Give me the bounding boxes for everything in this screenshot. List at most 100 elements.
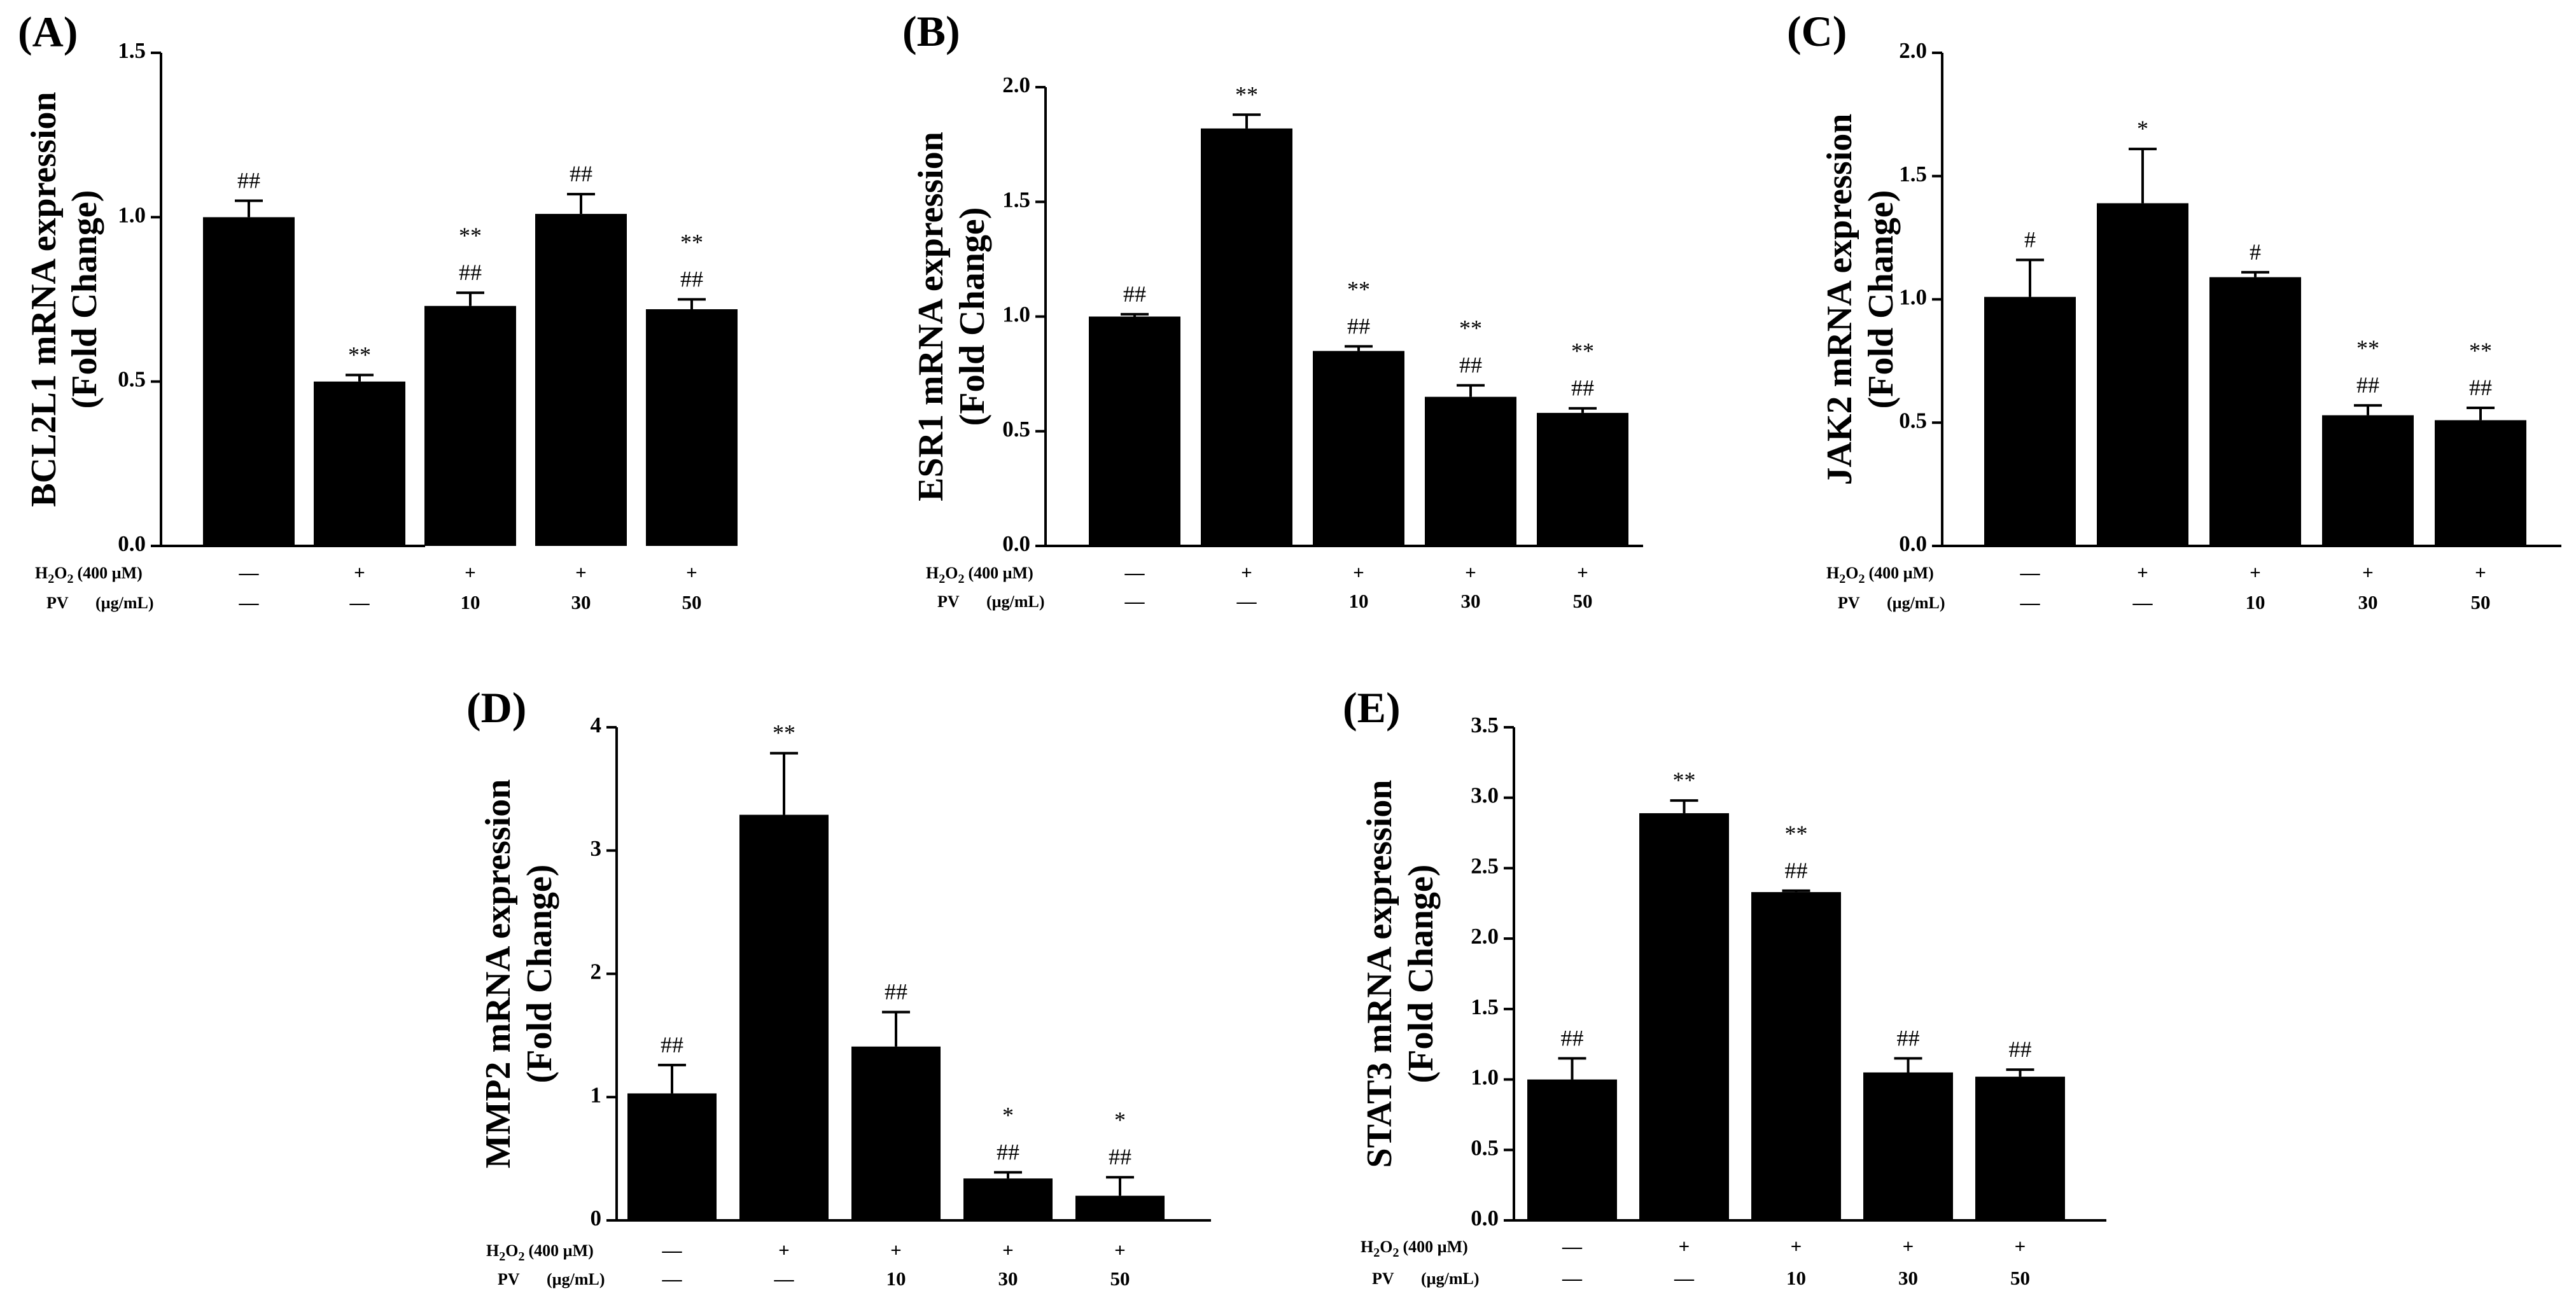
pv-value: 50: [2010, 1267, 2030, 1289]
h2o2-sub-2: 2: [1839, 572, 1845, 586]
pv-value: 10: [2246, 591, 2265, 613]
bar-1: [203, 217, 295, 546]
h2o2-value: +: [1002, 1239, 1014, 1261]
y-tick-label: 2.0: [1002, 73, 1030, 97]
chart-panel-1: (A) BCL2L1 mRNA expression (Fold Change) 0.…: [18, 8, 738, 613]
panel-letter: (D): [466, 683, 526, 732]
pv-value: 30: [2358, 591, 2378, 613]
significance-mark: *: [2137, 116, 2148, 141]
y-tick-label: 0.0: [118, 531, 146, 556]
bar-2: [2097, 203, 2188, 546]
h2o2-value: +: [1903, 1235, 1914, 1257]
y-axis-label-unit: (Fold Change): [953, 207, 992, 426]
bar-4: [1863, 1072, 1953, 1220]
bar-2: [1639, 813, 1729, 1220]
h2o2-h: H: [926, 564, 939, 582]
h2o2-o: O: [54, 564, 67, 582]
y-tick-label: 1.5: [1471, 994, 1499, 1019]
significance-mark: **: [1673, 767, 1696, 793]
y-axis-label-unit: (Fold Change): [1401, 865, 1441, 1084]
y-tick-label: 2: [591, 960, 602, 984]
h2o2-o: O: [945, 564, 958, 582]
y-tick-label: 1.0: [1002, 302, 1030, 327]
h2o2-o: O: [1845, 564, 1858, 582]
chart-panel-2: (B) ESR1 mRNA expression (Fold Change) 0.0 0…: [902, 7, 1643, 612]
y-tick-label: 0.5: [1899, 408, 1927, 433]
pv-value: —: [774, 1267, 795, 1290]
significance-mark: ##: [885, 979, 907, 1005]
pv-row-label: PV: [937, 592, 960, 611]
bar-4: [1425, 396, 1516, 546]
y-axis-label: ESR1 mRNA expression: [911, 132, 951, 501]
bar-5: [2435, 420, 2526, 546]
panel-letter: (A): [18, 8, 78, 56]
h2o2-conc: (400 µM): [528, 1241, 593, 1260]
pv-row-unit: (µg/mL): [95, 594, 154, 612]
significance-mark: ##: [680, 267, 703, 292]
pv-value: 50: [682, 591, 702, 613]
h2o2-sub-2b: 2: [518, 1250, 524, 1264]
y-axis-label-unit: (Fold Change): [1861, 190, 1901, 409]
significance-mark: **: [2356, 335, 2379, 361]
pv-value: 30: [1461, 590, 1481, 612]
h2o2-value: +: [1791, 1235, 1802, 1257]
bar-4: [535, 214, 627, 547]
significance-mark: **: [1785, 821, 1808, 846]
panel-letter: (B): [902, 7, 960, 55]
y-axis-label: BCL2L1 mRNA expression: [24, 92, 64, 506]
y-tick-label: 1.5: [1002, 187, 1030, 212]
y-tick-label: 0.5: [1471, 1135, 1499, 1160]
bar-3: [851, 1046, 941, 1220]
y-tick-label: 3: [591, 836, 602, 861]
bar-4: [963, 1178, 1053, 1220]
significance-mark: **: [2469, 338, 2492, 363]
pv-value: 10: [1349, 590, 1369, 612]
significance-mark: ##: [1347, 313, 1370, 338]
h2o2-row-label: H2O2 (400 µM): [1826, 564, 1934, 586]
h2o2-value: +: [2015, 1235, 2026, 1257]
h2o2-o: O: [1380, 1238, 1392, 1256]
pv-value: 50: [2471, 591, 2491, 613]
h2o2-value: +: [1577, 561, 1588, 583]
y-tick-label: 2.0: [1471, 924, 1499, 949]
bar-5: [646, 309, 738, 546]
h2o2-value: +: [890, 1239, 902, 1261]
significance-mark: *: [1002, 1102, 1014, 1127]
bar-2: [314, 381, 405, 546]
chart-panel-5: (E) STAT3 mRNA expression (Fold Change) 0.0…: [1343, 683, 2106, 1289]
h2o2-sub-2b: 2: [958, 572, 964, 586]
chart-panel-4: (D) MMP2 mRNA expression (Fold Change) 0 1 2 3…: [466, 683, 1211, 1290]
h2o2-row-label: H2O2 (400 µM): [35, 564, 143, 586]
h2o2-value: —: [1124, 561, 1145, 583]
h2o2-o: O: [505, 1241, 518, 1260]
y-tick-label: 3.5: [1471, 713, 1499, 737]
significance-mark: **: [459, 223, 482, 248]
y-axis-label-unit: (Fold Change): [65, 190, 104, 409]
significance-mark: ##: [2469, 375, 2492, 400]
pv-value: 30: [998, 1267, 1018, 1290]
h2o2-value: +: [2137, 561, 2148, 583]
y-axis-label: STAT3 mRNA expression: [1360, 780, 1399, 1168]
y-tick-label: 0: [591, 1206, 602, 1231]
h2o2-value: +: [2475, 561, 2486, 583]
h2o2-value: +: [1465, 561, 1476, 583]
h2o2-sub-2b: 2: [1392, 1246, 1399, 1260]
pv-value: 50: [1573, 590, 1593, 612]
h2o2-value: +: [778, 1239, 790, 1261]
y-tick-label: 0.0: [1002, 531, 1030, 556]
h2o2-value: +: [465, 561, 476, 583]
panel-letter: (E): [1343, 683, 1401, 732]
h2o2-value: —: [1562, 1235, 1583, 1257]
bar-4: [2322, 415, 2414, 546]
y-tick-label: 0.5: [1002, 417, 1030, 442]
bar-3: [424, 305, 516, 546]
y-tick-label: 2.5: [1471, 853, 1499, 878]
h2o2-value: +: [1241, 561, 1252, 583]
h2o2-sub-2: 2: [1373, 1246, 1380, 1260]
h2o2-conc: (400 µM): [1868, 564, 1933, 582]
significance-mark: ##: [237, 168, 260, 193]
pv-row-unit: (µg/mL): [986, 592, 1045, 611]
y-axis-label: MMP2 mRNA expression: [479, 779, 518, 1169]
h2o2-sub-2: 2: [499, 1250, 505, 1264]
pv-row-label: PV: [498, 1270, 520, 1288]
